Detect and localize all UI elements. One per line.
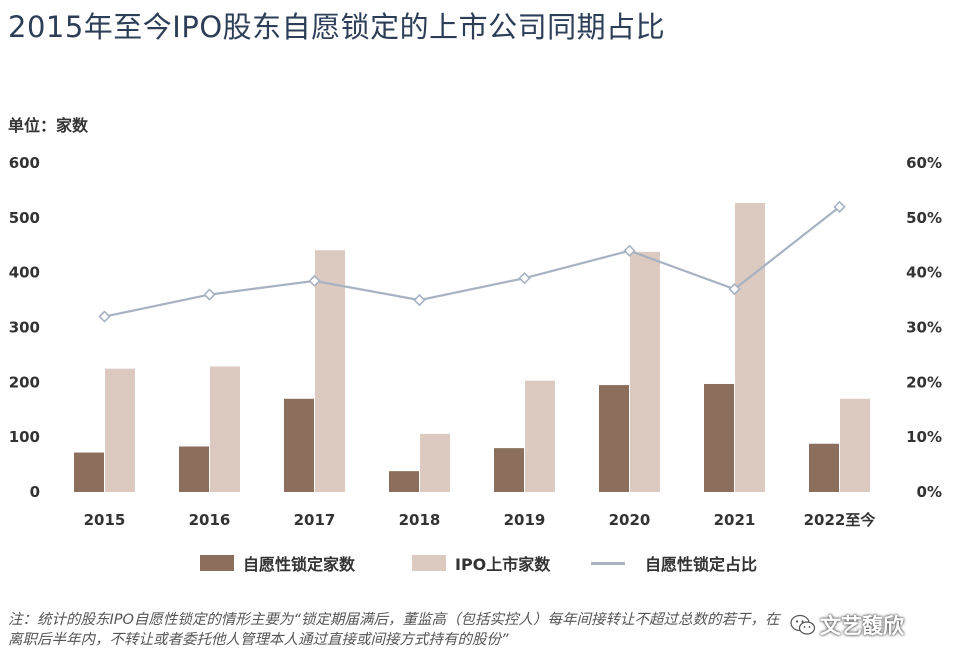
bar-voluntary-lock <box>179 446 209 492</box>
bar-voluntary-lock <box>494 448 524 492</box>
footnote-line-1: 注：统计的股东IPO自愿性锁定的情形主要为“锁定期届满后，董监高（包括实控人）每… <box>8 612 780 628</box>
bar-ipo-count <box>840 398 870 492</box>
y-right-tick-label: 50% <box>906 209 942 227</box>
ratio-point <box>623 244 636 257</box>
y-right-tick-label: 20% <box>906 373 942 391</box>
x-tick-label: 2020 <box>609 511 651 529</box>
y-right-tick-label: 40% <box>906 264 942 282</box>
x-tick-label: 2019 <box>504 511 546 529</box>
left-axis-ticks: 0 100 200 300 400 500 600 <box>9 154 40 501</box>
ratio-point <box>203 288 216 301</box>
bar-ipo-count <box>210 366 240 492</box>
x-tick-label: 2015 <box>84 511 126 529</box>
legend-label-voluntary: 自愿性锁定家数 <box>243 555 356 574</box>
footnote-line-2: 离职后半年内，不转让或者委托他人管理本人通过直接或间接方式持有的股份” <box>8 632 509 648</box>
unit-label: 单位：家数 <box>8 116 89 135</box>
y-right-tick-label: 10% <box>906 428 942 446</box>
ratio-line-group <box>98 200 846 323</box>
y-left-tick-label: 600 <box>9 154 40 172</box>
wechat-icon <box>790 614 816 635</box>
ratio-line <box>104 206 841 318</box>
ratio-point <box>518 272 531 285</box>
y-left-tick-label: 400 <box>9 264 40 282</box>
ratio-point <box>413 293 426 307</box>
legend-label-ratio: 自愿性锁定占比 <box>645 555 758 574</box>
bar-voluntary-lock <box>809 443 839 492</box>
legend: 自愿性锁定家数 IPO上市家数 自愿性锁定占比 <box>0 548 954 578</box>
y-left-tick-label: 500 <box>9 209 40 227</box>
bars-group <box>74 203 870 493</box>
legend-swatch-voluntary <box>200 555 234 571</box>
chart-title: 2015年至今IPO股东自愿锁定的上市公司同期占比 <box>8 10 666 44</box>
legend-item-ratio: 自愿性锁定占比 <box>591 548 757 578</box>
watermark: 文艺馥欣 <box>790 610 904 640</box>
bar-voluntary-lock <box>284 398 314 492</box>
x-tick-label: 2018 <box>399 511 441 529</box>
right-axis-ticks: 0% 10% 20% 30% 40% 50% 60% <box>906 154 942 501</box>
y-left-tick-label: 0 <box>30 483 40 501</box>
bar-voluntary-lock <box>74 452 104 492</box>
bar-ipo-count <box>315 250 345 492</box>
ratio-point <box>308 274 321 288</box>
bar-ipo-count <box>420 433 450 492</box>
x-tick-label: 2022至今 <box>804 511 876 529</box>
y-right-tick-label: 30% <box>906 319 942 337</box>
y-left-tick-label: 300 <box>9 319 40 337</box>
legend-item-ipo: IPO上市家数 <box>412 548 550 578</box>
bar-ipo-count <box>630 251 660 492</box>
x-tick-label: 2021 <box>714 511 756 529</box>
y-right-tick-label: 0% <box>917 483 942 501</box>
y-right-tick-label: 60% <box>906 154 942 172</box>
y-left-tick-label: 100 <box>9 428 40 446</box>
watermark-text: 文艺馥欣 <box>820 614 904 638</box>
ratio-point <box>833 200 846 213</box>
legend-item-voluntary: 自愿性锁定家数 <box>200 548 355 578</box>
legend-label-ipo: IPO上市家数 <box>455 555 551 574</box>
legend-swatch-ipo <box>412 555 446 571</box>
x-tick-label: 2016 <box>189 511 231 529</box>
bar-ipo-count <box>525 380 555 492</box>
y-left-tick-label: 200 <box>9 373 40 391</box>
bar-voluntary-lock <box>704 383 734 492</box>
bar-voluntary-lock <box>599 385 629 492</box>
ratio-point <box>728 282 741 296</box>
bar-voluntary-lock <box>389 471 419 492</box>
combo-chart: 0 100 200 300 400 500 600 0% 10% 20% 30% 40% 50% 60%… <box>9 154 942 529</box>
footnote: 注：统计的股东IPO自愿性锁定的情形主要为“锁定期届满后，董监高（包括实控人）每… <box>8 610 938 650</box>
bar-ipo-count <box>105 368 135 492</box>
ratio-point <box>98 310 111 323</box>
x-tick-label: 2017 <box>294 511 336 529</box>
bar-ipo-count <box>735 203 765 493</box>
x-axis-labels: 2015 2016 2017 2018 2019 2020 2021 2022至今 <box>84 511 876 529</box>
legend-line-ratio <box>591 561 625 565</box>
